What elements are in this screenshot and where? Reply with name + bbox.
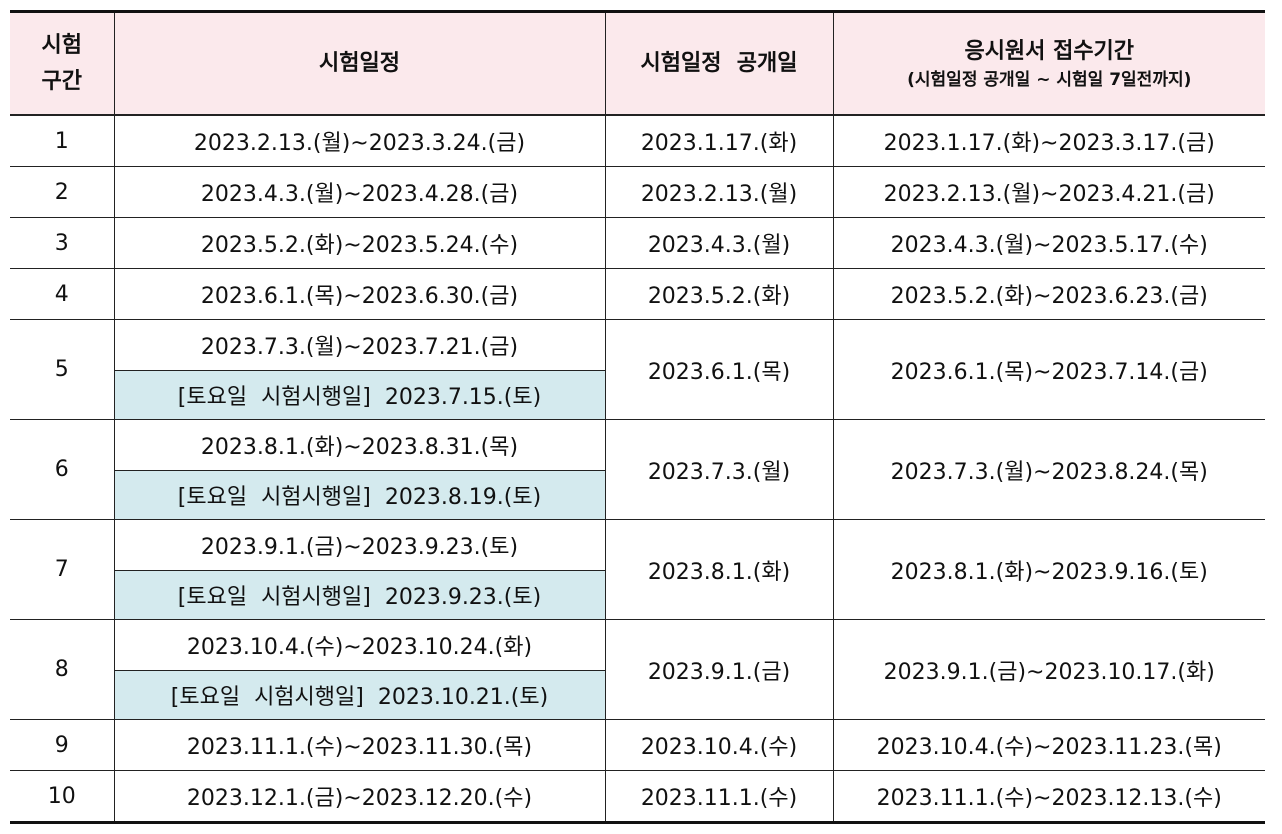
row-number: 2 — [10, 166, 115, 218]
table-row: 5 2023.7.3.(월)~2023.7.21.(금) 2023.6.1.(목) 2… — [10, 319, 1265, 420]
table-row-saturday: [토요일 시험시행일] 2023.9.23.(토) — [10, 570, 1265, 620]
saturday-exam-date: [토요일 시험시행일] 2023.9.23.(토) — [114, 570, 605, 620]
application-period: 2023.5.2.(화)~2023.6.23.(금) — [832, 268, 1265, 320]
exam-schedule: 2023.2.13.(월)~2023.3.24.(금) — [113, 114, 606, 167]
header-row: 시험 구간 시험일정 시험일정 공개일 응시원서 접수기간 (시험일정 공개일 … — [10, 11, 1265, 116]
header-application-period-note: (시험일정 공개일 ~ 시험일 7일전까지) — [907, 70, 1192, 91]
exam-schedule: 2023.9.1.(금)~2023.9.23.(토) — [113, 519, 606, 571]
row-number: 1 — [10, 114, 115, 167]
table-row: 4 2023.6.1.(목)~2023.6.30.(금) 2023.5.2.(화) 2… — [10, 268, 1265, 320]
exam-schedule: 2023.6.1.(목)~2023.6.30.(금) — [113, 268, 606, 320]
table-body: 1 2023.2.13.(월)~2023.3.24.(금) 2023.1.17.(화… — [10, 114, 1265, 823]
saturday-exam-date: [토요일 시험시행일] 2023.7.15.(토) — [114, 370, 605, 420]
release-date: 2023.5.2.(화) — [604, 268, 834, 320]
application-period: 2023.2.13.(월)~2023.4.21.(금) — [832, 166, 1265, 218]
table-row: 1 2023.2.13.(월)~2023.3.24.(금) 2023.1.17.(화… — [10, 114, 1265, 167]
exam-schedule: 2023.12.1.(금)~2023.12.20.(수) — [113, 770, 606, 823]
application-period: 2023.10.4.(수)~2023.11.23.(목) — [832, 719, 1265, 771]
exam-schedule: 2023.5.2.(화)~2023.5.24.(수) — [113, 217, 606, 269]
table-row-saturday: [토요일 시험시행일] 2023.7.15.(토) — [10, 370, 1265, 420]
table-row: 2 2023.4.3.(월)~2023.4.28.(금) 2023.2.13.(월)… — [10, 166, 1265, 218]
header-release-date: 시험일정 공개일 — [604, 11, 834, 116]
table-row: 3 2023.5.2.(화)~2023.5.24.(수) 2023.4.3.(월) 2… — [10, 217, 1265, 269]
release-date: 2023.6.1.(목) — [604, 319, 834, 420]
header-release-date-label: 시험일정 공개일 — [640, 50, 798, 76]
release-date: 2023.7.3.(월) — [604, 419, 834, 520]
saturday-exam-date: [토요일 시험시행일] 2023.8.19.(토) — [114, 470, 605, 520]
table-row: 8 2023.10.4.(수)~2023.10.24.(화) 2023.9.1.(금… — [10, 619, 1265, 720]
row-number: 10 — [10, 770, 115, 823]
row-number: 9 — [10, 719, 115, 771]
exam-schedule: 2023.7.3.(월)~2023.7.21.(금) — [113, 319, 606, 371]
exam-schedule-table: 시험 구간 시험일정 시험일정 공개일 응시원서 접수기간 (시험일정 공개일 … — [10, 10, 1265, 824]
exam-schedule: 2023.11.1.(수)~2023.11.30.(목) — [113, 719, 606, 771]
row-number: 7 — [10, 519, 115, 620]
application-period: 2023.4.3.(월)~2023.5.17.(수) — [832, 217, 1265, 269]
row-number: 4 — [10, 268, 115, 320]
header-exam-period: 시험 구간 — [10, 11, 115, 116]
saturday-exam-date: [토요일 시험시행일] 2023.10.21.(토) — [114, 670, 605, 720]
header-exam-schedule: 시험일정 — [113, 11, 606, 116]
header-application-period: 응시원서 접수기간 (시험일정 공개일 ~ 시험일 7일전까지) — [832, 11, 1265, 116]
release-date: 2023.10.4.(수) — [604, 719, 834, 771]
row-number: 6 — [10, 419, 115, 520]
release-date: 2023.4.3.(월) — [604, 217, 834, 269]
application-period: 2023.11.1.(수)~2023.12.13.(수) — [832, 770, 1265, 823]
table-row-saturday: [토요일 시험시행일] 2023.8.19.(토) — [10, 470, 1265, 520]
application-period: 2023.6.1.(목)~2023.7.14.(금) — [832, 319, 1265, 420]
header-exam-period-line1: 시험 — [41, 33, 82, 59]
application-period: 2023.7.3.(월)~2023.8.24.(목) — [832, 419, 1265, 520]
release-date: 2023.1.17.(화) — [604, 114, 834, 167]
release-date: 2023.11.1.(수) — [604, 770, 834, 823]
table-row: 6 2023.8.1.(화)~2023.8.31.(목) 2023.7.3.(월) 2… — [10, 419, 1265, 520]
application-period: 2023.1.17.(화)~2023.3.17.(금) — [832, 114, 1265, 167]
release-date: 2023.2.13.(월) — [604, 166, 834, 218]
table-row: 10 2023.12.1.(금)~2023.12.20.(수) 2023.11.1.… — [10, 770, 1265, 823]
header-exam-period-line2: 구간 — [41, 68, 82, 94]
row-number: 5 — [10, 319, 115, 420]
table-row: 7 2023.9.1.(금)~2023.9.23.(토) 2023.8.1.(화) 2… — [10, 519, 1265, 620]
exam-schedule: 2023.8.1.(화)~2023.8.31.(목) — [113, 419, 606, 471]
application-period: 2023.9.1.(금)~2023.10.17.(화) — [832, 619, 1265, 720]
table-header: 시험 구간 시험일정 시험일정 공개일 응시원서 접수기간 (시험일정 공개일 … — [10, 11, 1265, 116]
release-date: 2023.9.1.(금) — [604, 619, 834, 720]
table-row: 9 2023.11.1.(수)~2023.11.30.(목) 2023.10.4.(… — [10, 719, 1265, 771]
exam-schedule: 2023.4.3.(월)~2023.4.28.(금) — [113, 166, 606, 218]
exam-schedule: 2023.10.4.(수)~2023.10.24.(화) — [113, 619, 606, 671]
row-number: 3 — [10, 217, 115, 269]
application-period: 2023.8.1.(화)~2023.9.16.(토) — [832, 519, 1265, 620]
row-number: 8 — [10, 619, 115, 720]
header-application-period-title: 응시원서 접수기간 — [964, 39, 1135, 64]
release-date: 2023.8.1.(화) — [604, 519, 834, 620]
